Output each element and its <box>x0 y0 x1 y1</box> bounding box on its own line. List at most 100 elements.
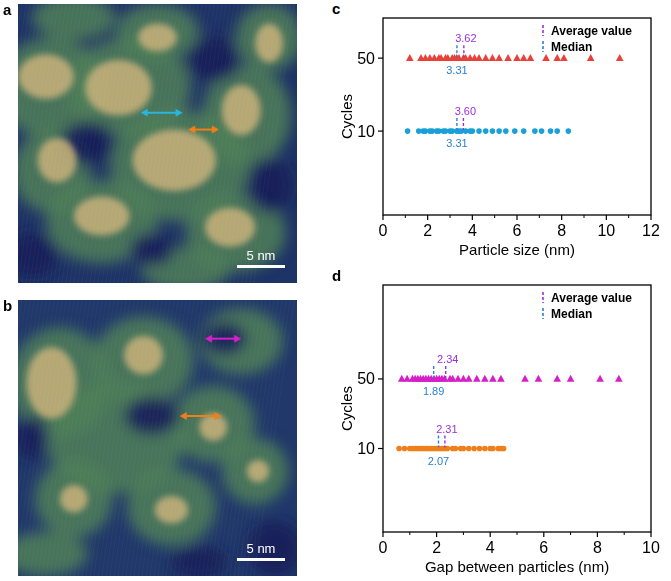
y-tick <box>378 448 383 449</box>
point <box>553 54 561 61</box>
point <box>490 446 496 452</box>
arrow <box>145 112 179 114</box>
x-axis-title: Gap between particles (nm) <box>425 558 609 575</box>
legend-label: Median <box>551 307 592 321</box>
y-axis-title: Cycles <box>338 94 355 139</box>
y-tick-label: 50 <box>357 50 375 67</box>
point <box>405 128 411 134</box>
lattice <box>254 300 294 576</box>
point <box>560 54 568 61</box>
point <box>482 54 490 61</box>
y-tick-label: 10 <box>357 440 375 457</box>
point <box>461 446 467 452</box>
point <box>587 54 595 61</box>
point <box>615 375 623 382</box>
panel-letter: a <box>3 1 12 18</box>
median-line <box>433 366 434 378</box>
x-tick-label: 0 <box>379 539 388 556</box>
plot-frame <box>383 285 651 532</box>
point <box>406 54 414 61</box>
point <box>616 54 624 61</box>
arrow <box>192 129 215 131</box>
blob-layer <box>18 4 297 283</box>
point <box>513 54 521 61</box>
point <box>465 375 473 382</box>
point <box>477 446 483 452</box>
micrograph <box>18 300 297 576</box>
panel-letter: c <box>332 0 340 17</box>
point <box>566 128 572 134</box>
lattice <box>242 4 282 283</box>
point <box>527 54 535 61</box>
median-label: 2.07 <box>428 455 449 467</box>
x-tick <box>597 532 598 537</box>
scale-bar-label: 5 nm <box>247 541 276 556</box>
point <box>471 446 477 452</box>
point <box>496 128 502 134</box>
x-tick-label: 2 <box>432 539 441 556</box>
x-tick-label: 10 <box>597 222 615 239</box>
x-minor-tick <box>450 215 451 218</box>
point <box>470 128 476 134</box>
x-tick <box>436 532 437 537</box>
panel-letter: d <box>332 267 341 284</box>
micrograph <box>18 4 297 283</box>
x-tick <box>382 215 383 220</box>
average-label: 3.62 <box>455 32 476 44</box>
x-tick <box>490 532 491 537</box>
scale-bar-label: 5 nm <box>247 248 276 263</box>
x-minor-tick <box>624 532 625 535</box>
legend-label: Average value <box>551 291 632 305</box>
point <box>497 375 505 382</box>
x-minor-tick <box>570 532 571 535</box>
point <box>504 54 512 61</box>
lattice <box>234 4 274 283</box>
y-tick <box>378 58 383 59</box>
x-tick <box>472 215 473 220</box>
data-layer <box>405 45 624 134</box>
x-minor-tick <box>409 532 410 535</box>
x-minor-tick <box>584 215 585 218</box>
arrow <box>184 415 218 417</box>
point <box>521 128 527 134</box>
point <box>473 375 481 382</box>
lattice <box>250 300 290 576</box>
point <box>476 128 482 134</box>
point <box>553 375 561 382</box>
x-tick-label: 6 <box>539 539 548 556</box>
y-tick-label: 50 <box>357 370 375 387</box>
x-tick <box>543 532 544 537</box>
point <box>481 375 489 382</box>
panel-letter: b <box>3 297 12 314</box>
lattice <box>246 300 286 576</box>
legend-swatch <box>542 308 544 319</box>
blob <box>202 322 247 355</box>
x-tick-label: 4 <box>486 539 495 556</box>
lattice <box>242 300 282 576</box>
average-label: 3.60 <box>455 105 476 117</box>
x-tick-label: 0 <box>379 222 388 239</box>
x-minor-tick <box>494 215 495 218</box>
x-tick-label: 2 <box>423 222 432 239</box>
lattice <box>234 300 274 576</box>
arrow-head <box>205 335 212 343</box>
x-tick <box>427 215 428 220</box>
point <box>475 54 483 61</box>
lattice <box>230 300 270 576</box>
average-label: 2.34 <box>437 353 458 365</box>
x-minor-tick <box>628 215 629 218</box>
scale-bar <box>237 558 285 561</box>
x-tick <box>561 215 562 220</box>
legend: Average value Median <box>543 291 632 321</box>
x-tick-label: 12 <box>642 222 660 239</box>
x-tick <box>650 532 651 537</box>
point <box>489 375 497 382</box>
point <box>501 446 507 452</box>
y-tick <box>378 130 383 131</box>
point <box>482 446 488 452</box>
average-line <box>463 45 464 57</box>
figure: 5 nma5 nmb0246810121050Particle size (nm… <box>0 0 671 581</box>
point <box>503 128 509 134</box>
legend-label: Average value <box>551 24 632 38</box>
arrow-head <box>212 126 219 134</box>
